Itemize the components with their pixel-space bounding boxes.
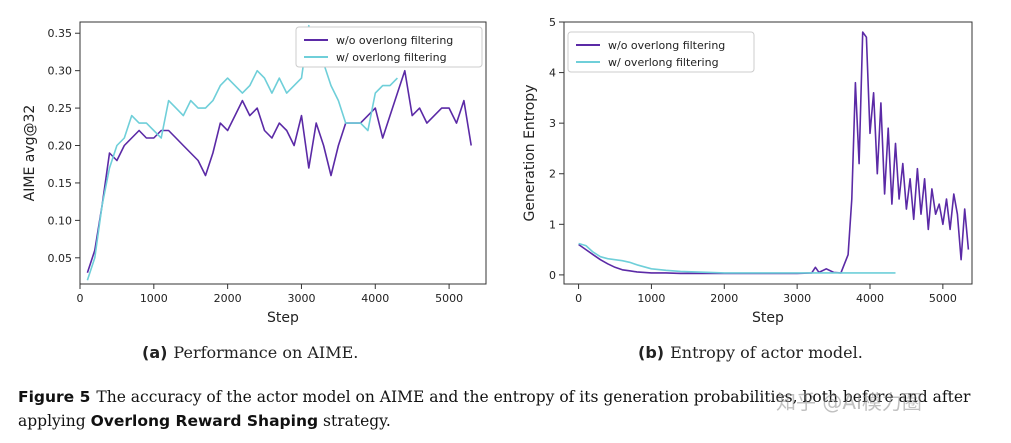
caption-emphasis: Overlong Reward Shaping bbox=[90, 412, 319, 430]
y-tick-label: 5 bbox=[549, 16, 556, 29]
legend-label: w/o overlong filtering bbox=[336, 34, 453, 47]
series-line-without-filtering bbox=[86, 69, 472, 274]
series-line-with-filtering bbox=[578, 242, 896, 274]
x-tick-label: 3000 bbox=[287, 292, 315, 305]
legend-label: w/ overlong filtering bbox=[608, 56, 719, 69]
x-tick-label: 0 bbox=[575, 292, 582, 305]
x-tick-label: 2000 bbox=[710, 292, 738, 305]
y-axis-label: AIME avg@32 bbox=[22, 105, 38, 202]
watermark: 知乎 @AI模力圈 bbox=[776, 390, 922, 414]
subcaption-b-label: (b) bbox=[638, 343, 665, 362]
y-tick-label: 0.20 bbox=[48, 140, 73, 153]
plot-frame bbox=[563, 21, 973, 285]
x-tick-label: 4000 bbox=[361, 292, 389, 305]
x-axis-label: Step bbox=[752, 310, 784, 326]
y-axis-label: Generation Entropy bbox=[522, 85, 538, 222]
subcaption-a-text: Performance on AIME. bbox=[173, 343, 359, 362]
y-tick-label: 0.30 bbox=[48, 65, 73, 78]
x-tick-label: 0 bbox=[77, 292, 84, 305]
x-tick-label: 5000 bbox=[435, 292, 463, 305]
y-tick-label: 0 bbox=[549, 269, 556, 282]
y-tick-label: 0.25 bbox=[48, 102, 73, 115]
x-tick-label: 3000 bbox=[783, 292, 811, 305]
subcaption-a-label: (a) bbox=[142, 343, 168, 362]
legend-box bbox=[295, 26, 483, 68]
y-tick-label: 0.05 bbox=[48, 252, 73, 265]
figure-label: Figure 5 bbox=[18, 388, 91, 406]
caption-text-1: The accuracy of the actor model on AIME … bbox=[18, 388, 971, 430]
legend-label: w/o overlong filtering bbox=[608, 39, 725, 52]
figure-caption: Figure 5 The accuracy of the actor model … bbox=[18, 385, 998, 433]
x-axis-label: Step bbox=[267, 310, 299, 326]
legend-box bbox=[567, 31, 755, 73]
caption-text-2: strategy. bbox=[318, 412, 391, 430]
x-tick-label: 1000 bbox=[637, 292, 665, 305]
subcaption-b: (b) Entropy of actor model. bbox=[638, 343, 863, 362]
series-line-with-filtering bbox=[86, 24, 398, 281]
subcaption-b-text: Entropy of actor model. bbox=[670, 343, 863, 362]
plot-frame bbox=[79, 21, 487, 285]
x-tick-label: 2000 bbox=[214, 292, 242, 305]
y-tick-label: 3 bbox=[549, 117, 556, 130]
y-tick-label: 0.15 bbox=[48, 177, 73, 190]
x-tick-label: 4000 bbox=[856, 292, 884, 305]
subcaption-a: (a) Performance on AIME. bbox=[142, 343, 358, 362]
y-tick-label: 2 bbox=[549, 168, 556, 181]
chart-aime-performance: 0 1000 2000 3000 4000 5000 0.05 0.10 0.15 0.20 0.2… bbox=[22, 21, 487, 326]
y-tick-label: 4 bbox=[549, 67, 556, 80]
y-tick-label: 1 bbox=[549, 218, 556, 231]
x-tick-label: 5000 bbox=[929, 292, 957, 305]
chart-generation-entropy: 0 1000 2000 3000 4000 5000 0 1 2 3 4 5 Step Generatio… bbox=[522, 16, 973, 326]
y-tick-label: 0.35 bbox=[48, 27, 73, 40]
y-tick-label: 0.10 bbox=[48, 214, 73, 227]
x-tick-label: 1000 bbox=[140, 292, 168, 305]
legend-label: w/ overlong filtering bbox=[336, 51, 447, 64]
series-line-without-filtering bbox=[578, 31, 970, 275]
